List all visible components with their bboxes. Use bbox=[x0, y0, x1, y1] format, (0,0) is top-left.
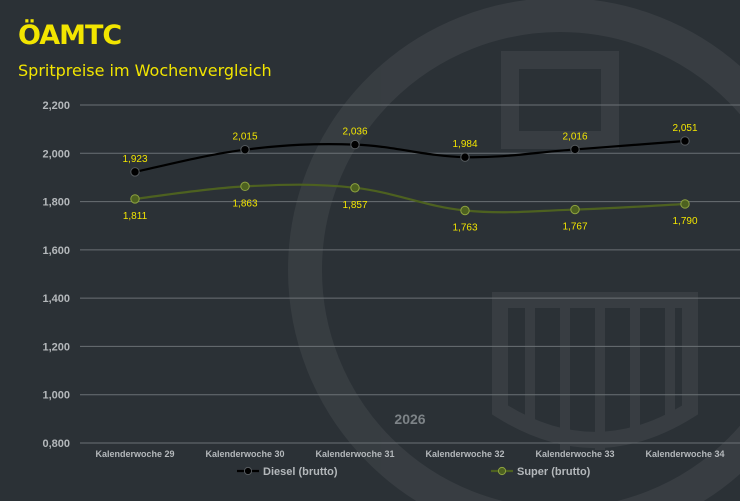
y-axis-ticks: 0,800 1,000 1,200 1,400 1,600 1,800 2,000 2,200 bbox=[42, 100, 70, 450]
data-label-super: 1,863 bbox=[232, 198, 257, 209]
emblem-watermark bbox=[288, 0, 740, 501]
x-tick-label: Kalenderwoche 31 bbox=[315, 449, 394, 459]
data-label-super: 1,790 bbox=[672, 216, 697, 227]
data-label-diesel: 2,016 bbox=[562, 131, 587, 142]
legend-marker-diesel bbox=[243, 466, 253, 476]
data-point-super bbox=[570, 204, 580, 215]
data-point-super bbox=[130, 194, 140, 204]
y-tick-label: 1,200 bbox=[42, 341, 70, 353]
legend-marker-super bbox=[497, 466, 507, 476]
data-label-super: 1,811 bbox=[123, 211, 148, 222]
x-tick-label: Kalenderwoche 33 bbox=[535, 449, 614, 459]
data-point-super bbox=[350, 183, 360, 193]
data-labels: 1,923 2,015 2,036 1,984 2,016 2,051 1,811 1,863… bbox=[122, 123, 697, 234]
year-label: 2026 bbox=[394, 411, 425, 427]
legend-label-super: Super (brutto) bbox=[517, 466, 591, 478]
data-point-super bbox=[240, 181, 250, 192]
data-point-diesel bbox=[460, 152, 470, 162]
data-point-diesel bbox=[570, 144, 580, 155]
data-label-diesel: 1,923 bbox=[122, 154, 147, 165]
data-point-diesel bbox=[130, 167, 140, 177]
y-tick-label: 0,800 bbox=[42, 438, 70, 450]
x-tick-label: Kalenderwoche 30 bbox=[205, 449, 284, 459]
y-tick-label: 2,000 bbox=[42, 148, 70, 160]
series-line-super bbox=[134, 183, 686, 214]
x-tick-label: Kalenderwoche 29 bbox=[95, 449, 174, 459]
data-label-super: 1,763 bbox=[452, 223, 477, 234]
series-line-diesel bbox=[134, 139, 686, 173]
series-lines bbox=[134, 139, 686, 214]
data-point-super bbox=[460, 205, 470, 216]
data-point-diesel bbox=[350, 139, 360, 150]
data-label-diesel: 1,984 bbox=[452, 139, 477, 150]
y-tick-label: 1,400 bbox=[42, 293, 70, 305]
gridlines bbox=[80, 104, 740, 444]
oeamtc-logo: ÖAMTC bbox=[18, 20, 122, 51]
data-label-diesel: 2,015 bbox=[232, 132, 257, 143]
data-point-diesel bbox=[240, 144, 250, 155]
data-label-diesel: 2,036 bbox=[342, 127, 367, 138]
x-tick-label: Kalenderwoche 32 bbox=[425, 449, 504, 459]
legend: Diesel (brutto) Super (brutto) bbox=[237, 466, 591, 478]
data-label-diesel: 2,051 bbox=[672, 123, 697, 134]
data-point-super bbox=[680, 199, 690, 209]
y-tick-label: 1,600 bbox=[42, 245, 70, 257]
x-tick-label: Kalenderwoche 34 bbox=[645, 449, 724, 459]
y-tick-label: 2,200 bbox=[42, 100, 70, 112]
data-point-diesel bbox=[680, 136, 690, 146]
y-tick-label: 1,000 bbox=[42, 390, 70, 402]
chart-subtitle: Spritpreise im Wochenvergleich bbox=[18, 61, 272, 80]
y-tick-label: 1,800 bbox=[42, 197, 70, 209]
data-label-super: 1,767 bbox=[562, 222, 587, 233]
data-label-super: 1,857 bbox=[342, 200, 367, 211]
x-axis-ticks: Kalenderwoche 29 Kalenderwoche 30 Kalender… bbox=[95, 449, 724, 459]
legend-label-diesel: Diesel (brutto) bbox=[263, 466, 338, 478]
series-points bbox=[130, 136, 690, 216]
